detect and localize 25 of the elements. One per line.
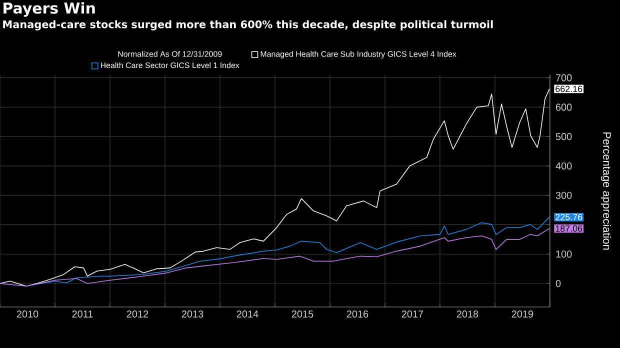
data-label: 225.76 — [556, 214, 582, 220]
y-tick-label: 0 — [556, 280, 561, 288]
y-tick-label: 400 — [556, 162, 572, 170]
y-tick-label: 300 — [556, 192, 572, 199]
data-label: 662.16 — [556, 86, 582, 92]
x-tick-label: 2017 — [402, 310, 424, 318]
line-series — [0, 88, 550, 287]
x-tick-label: 2016 — [346, 310, 368, 318]
chart-title: Payers Win — [4, 2, 95, 17]
chart-subtitle: Managed-care stocks surged more than 600% this decade, despite political turmoil — [3, 20, 493, 30]
x-tick-label: 2014 — [236, 310, 258, 318]
x-tick-label: 2012 — [126, 310, 148, 318]
x-tick-label: 2015 — [292, 310, 314, 318]
x-tick-label: 2013 — [182, 310, 204, 318]
x-tick-label: 2018 — [456, 310, 478, 318]
data-label: 187.06 — [556, 225, 582, 232]
x-tick-label: 2010 — [16, 310, 38, 318]
y-tick-label: 700 — [556, 74, 572, 82]
y-tick-label: 500 — [556, 133, 572, 140]
y-tick-label: 100 — [556, 250, 572, 258]
y-tick-label: 600 — [556, 104, 572, 111]
x-tick-label: 2019 — [512, 310, 534, 318]
line-series — [0, 228, 550, 287]
x-tick-label: 2011 — [72, 310, 93, 318]
y-axis-title: Percentage appreciation — [600, 132, 612, 250]
